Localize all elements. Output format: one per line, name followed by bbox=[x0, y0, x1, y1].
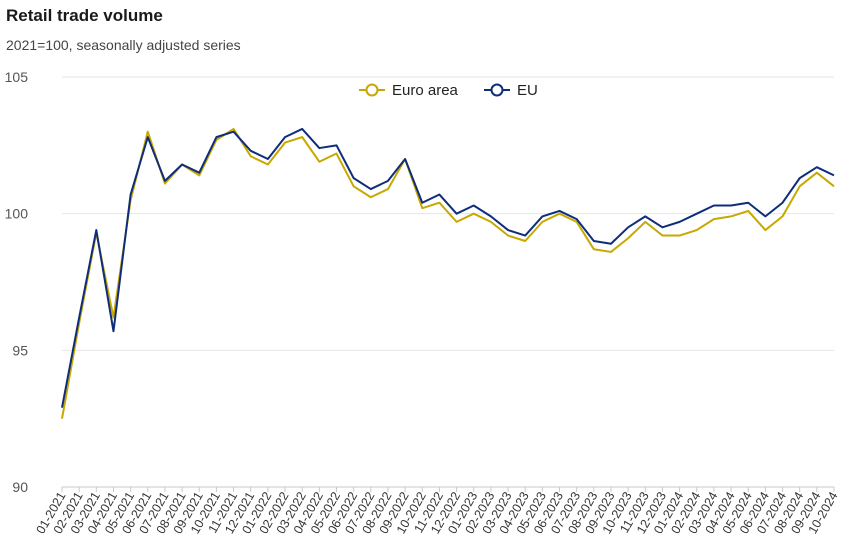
legend-item-euro-area[interactable]: Euro area bbox=[359, 82, 459, 99]
series-line-euro-area[interactable] bbox=[61, 127, 835, 419]
legend-marker bbox=[365, 83, 379, 97]
legend-label: Euro area bbox=[392, 82, 459, 99]
y-tick-label: 90 bbox=[12, 479, 28, 495]
x-axis: 01-202102-202103-202104-202105-202106-20… bbox=[34, 486, 841, 536]
legend-marker bbox=[490, 83, 504, 97]
legend-label: EU bbox=[517, 82, 538, 99]
chart-subtitle: 2021=100, seasonally adjusted series bbox=[6, 37, 241, 53]
legend-item-eu[interactable]: EU bbox=[484, 82, 538, 99]
series-line-eu[interactable] bbox=[61, 127, 835, 408]
y-axis: 90 95 100 105 bbox=[5, 69, 29, 495]
legend[interactable]: Euro area EU bbox=[359, 82, 538, 99]
chart-title: Retail trade volume bbox=[6, 6, 163, 25]
series-lines bbox=[61, 127, 835, 419]
y-tick-label: 105 bbox=[5, 69, 29, 85]
y-tick-label: 95 bbox=[12, 342, 28, 358]
y-tick-label: 100 bbox=[5, 206, 29, 222]
